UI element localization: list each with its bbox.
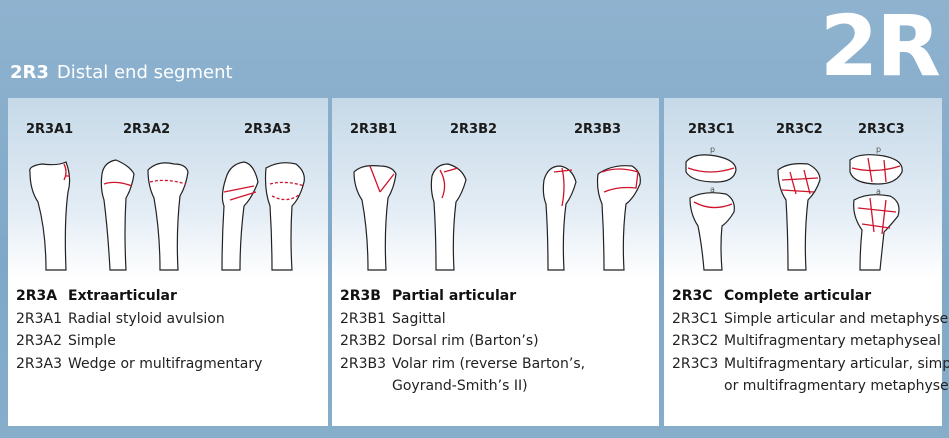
subtype-label: 2R3A3: [244, 122, 292, 137]
header: 2R3 Distal end segment 2R: [0, 0, 949, 98]
legend-row: 2R3A1 Radial styloid avulsion: [16, 311, 262, 334]
radius-bone-a2: [100, 159, 135, 271]
item-label: Simple: [68, 333, 116, 349]
legend-row: 2R3B3 Volar rim (reverse Barton’s,: [340, 356, 585, 379]
panel-type-c: 2R3C1 2R3C2 2R3C3 p a p a 2R3C Complete a…: [664, 98, 949, 426]
legend-row: 2R3B1 Sagittal: [340, 311, 585, 334]
item-code: 2R3B2: [340, 333, 387, 349]
radius-bone-a3b: [264, 162, 305, 271]
segment-title: 2R3 Distal end segment: [10, 62, 233, 83]
item-label: Wedge or multifragmentary: [68, 355, 263, 372]
fracture-illustrations-b: [353, 163, 641, 271]
subtype-label: 2R3B1: [350, 122, 398, 137]
view-label-p: p: [710, 145, 715, 154]
item-label-continued: Goyrand-Smith’s II): [392, 378, 528, 394]
legend-row: 2R3B2 Dorsal rim (Barton’s): [340, 333, 585, 356]
item-code: 2R3A2: [16, 333, 63, 349]
radius-bone-a3: [221, 161, 259, 271]
panel-type-a: 2R3A1 2R3A2 2R3A3 2R3A Extraarticular 2R3…: [8, 98, 328, 426]
subtype-label: 2R3C1: [688, 122, 735, 137]
group-heading: 2R3C Complete articular: [672, 288, 949, 311]
item-label-continued: or multifragmentary metaphyseal: [724, 378, 949, 394]
legend-row: 2R3A2 Simple: [16, 333, 262, 356]
item-label: Multifragmentary articular, simple: [724, 355, 949, 372]
group-name: Partial articular: [392, 288, 517, 304]
item-label: Dorsal rim (Barton’s): [392, 333, 539, 349]
bone-code-badge: 2R: [819, 0, 941, 95]
group-heading: 2R3B Partial articular: [340, 288, 585, 311]
radius-bone-a1: [29, 161, 71, 271]
item-label: Radial styloid avulsion: [68, 310, 225, 327]
item-code: 2R3B3: [340, 355, 387, 372]
subtype-label: 2R3B3: [574, 122, 622, 137]
legend-row-continuation: Goyrand-Smith’s II): [340, 378, 585, 401]
fracture-illustrations-c: p a p a: [685, 145, 903, 271]
legend-row: 2R3C3 Multifragmentary articular, simple: [672, 356, 949, 379]
item-label: Sagittal: [392, 310, 446, 327]
fracture-illustrations-a: [29, 159, 305, 271]
legend-row: 2R3C1 Simple articular and metaphyseal: [672, 311, 949, 334]
panel-type-b: 2R3B1 2R3B2 2R3B3 2R3B Partial articular …: [332, 98, 659, 426]
item-label: Simple articular and metaphyseal: [724, 310, 949, 327]
item-label: Volar rim (reverse Barton’s,: [392, 355, 586, 372]
group-code: 2R3A: [16, 288, 58, 304]
legend-row: 2R3C2 Multifragmentary metaphyseal: [672, 333, 949, 356]
item-code: 2R3C2: [672, 333, 719, 349]
group-name: Complete articular: [724, 288, 872, 304]
item-code: 2R3C1: [672, 310, 719, 327]
segment-name: Distal end segment: [56, 62, 233, 83]
view-label-a: a: [710, 185, 715, 194]
subtype-label: 2R3C3: [858, 122, 905, 137]
subtype-label: 2R3C2: [776, 122, 823, 137]
view-label-p: p: [876, 145, 881, 154]
radius-bone-a2b: [147, 162, 189, 271]
legend-a: 2R3A Extraarticular 2R3A1 Radial styloid a…: [16, 288, 262, 378]
legend-row: 2R3A3 Wedge or multifragmentary: [16, 356, 262, 379]
segment-code: 2R3: [10, 62, 49, 83]
legend-c: 2R3C Complete articular 2R3C1 Simple artic…: [672, 288, 949, 401]
item-code: 2R3A1: [16, 310, 63, 327]
item-code: 2R3C3: [672, 355, 719, 372]
subtype-label: 2R3A1: [26, 122, 74, 137]
group-code: 2R3B: [340, 288, 381, 304]
subtype-label: 2R3A2: [123, 122, 171, 137]
group-code: 2R3C: [672, 288, 713, 304]
legend-row-continuation: or multifragmentary metaphyseal: [672, 378, 949, 401]
group-name: Extraarticular: [68, 288, 177, 304]
subtype-label: 2R3B2: [450, 122, 498, 137]
group-heading: 2R3A Extraarticular: [16, 288, 262, 311]
item-code: 2R3B1: [340, 310, 387, 327]
item-label: Multifragmentary metaphyseal: [724, 333, 941, 349]
item-code: 2R3A3: [16, 355, 63, 372]
view-label-a: a: [876, 187, 881, 196]
legend-b: 2R3B Partial articular 2R3B1 Sagittal 2R3B…: [340, 288, 585, 401]
